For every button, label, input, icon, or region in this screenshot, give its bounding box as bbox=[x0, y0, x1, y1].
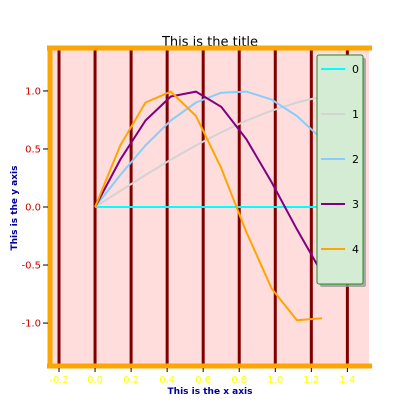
x-tick-label-4: 0.6 bbox=[195, 375, 211, 386]
x-tick-label-6: 1.0 bbox=[267, 375, 283, 386]
x-axis-label: This is the x axis bbox=[168, 387, 253, 397]
series-line-3 bbox=[94, 90, 323, 274]
series-line-1 bbox=[94, 95, 323, 208]
x-axis-ticks: -0.2 0.0 0.2 0.4 0.6 0.8 1.0 1.2 1.4 bbox=[49, 368, 355, 386]
x-tick-label-3: 0.4 bbox=[159, 375, 175, 386]
y-tick-label-4: -1.0 bbox=[21, 319, 41, 330]
x-tick-label-5: 0.8 bbox=[231, 375, 247, 386]
y-tick-label-1: 0.5 bbox=[25, 144, 41, 155]
y-axis-label: This is the y axis bbox=[10, 166, 20, 251]
y-axis-ticks: 1.0 0.5 0.0 -0.5 -1.0 bbox=[21, 86, 48, 330]
x-tick-label-0: -0.2 bbox=[49, 375, 69, 386]
y-tick-label-3: -0.5 bbox=[21, 261, 41, 272]
series-lines bbox=[94, 90, 323, 322]
y-tick-label-2: 0.0 bbox=[25, 203, 41, 214]
x-tick-label-8: 1.4 bbox=[339, 375, 355, 386]
legend-box bbox=[316, 54, 364, 285]
x-tick-label-1: 0.0 bbox=[87, 375, 103, 386]
legend-label-1: 1 bbox=[352, 108, 359, 121]
legend-label-2: 2 bbox=[352, 153, 359, 166]
legend-label-4: 4 bbox=[352, 243, 359, 256]
plot-frame bbox=[47, 45, 372, 369]
x-tick-label-7: 1.2 bbox=[303, 375, 319, 386]
legend: 0 1 2 3 4 bbox=[316, 54, 366, 287]
y-tick-label-0: 1.0 bbox=[25, 86, 41, 97]
x-tick-label-2: 0.2 bbox=[123, 375, 139, 386]
series-line-2 bbox=[94, 90, 323, 208]
series-line-4 bbox=[94, 90, 323, 322]
legend-label-3: 3 bbox=[352, 198, 359, 211]
legend-label-0: 0 bbox=[352, 63, 359, 76]
